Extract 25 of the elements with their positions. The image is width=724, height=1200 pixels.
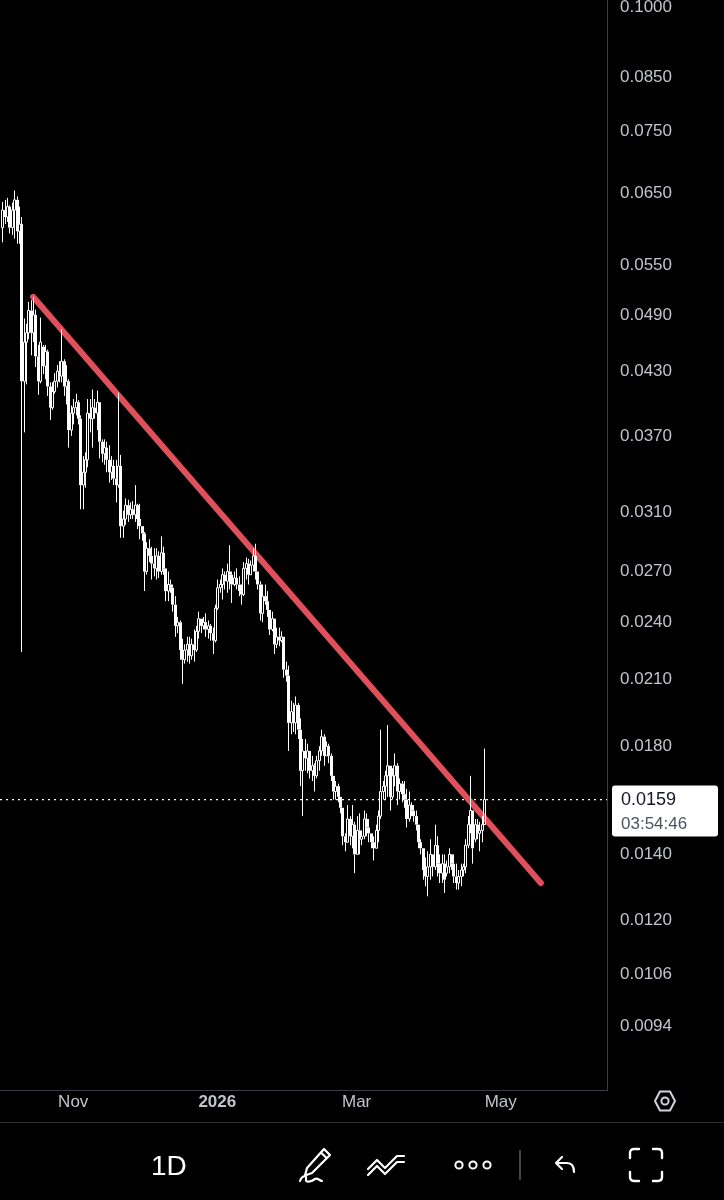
y-tick-label: 0.0430 [620, 360, 672, 380]
y-tick-label: 0.0550 [620, 254, 672, 274]
text: 03:54:46 [621, 814, 688, 834]
x-tick-label: May [484, 1091, 518, 1111]
candlestick [1, 201, 4, 243]
y-tick-label: 0.0210 [620, 669, 672, 689]
x-tick-label: Nov [58, 1091, 89, 1111]
y-tick-label: 0.0750 [620, 121, 672, 141]
y-tick-label: 0.0094 [620, 1015, 672, 1035]
y-tick-label: 0.0120 [620, 910, 672, 930]
x-tick-label: 2026 [198, 1091, 237, 1111]
y-tick-label: 0.0310 [620, 501, 672, 521]
y-tick-label: 0.0490 [620, 304, 672, 324]
y-tick-label: 0.0370 [620, 425, 672, 445]
ref-line-label: 0.0159 [621, 788, 677, 809]
y-tick-label: 0.0180 [620, 735, 672, 755]
text: 1D [151, 1150, 187, 1182]
y-tick-label: 0.0270 [620, 561, 672, 581]
y-tick-label: 0.0650 [620, 182, 672, 202]
y-tick-label: 0.1000 [620, 0, 672, 17]
y-tick-label: 0.0240 [620, 611, 672, 631]
y-tick-label: 0.0140 [620, 844, 672, 864]
x-tick-label: Mar [342, 1091, 372, 1111]
y-tick-label: 0.0106 [620, 963, 672, 983]
y-tick-label: 0.0850 [620, 67, 672, 87]
